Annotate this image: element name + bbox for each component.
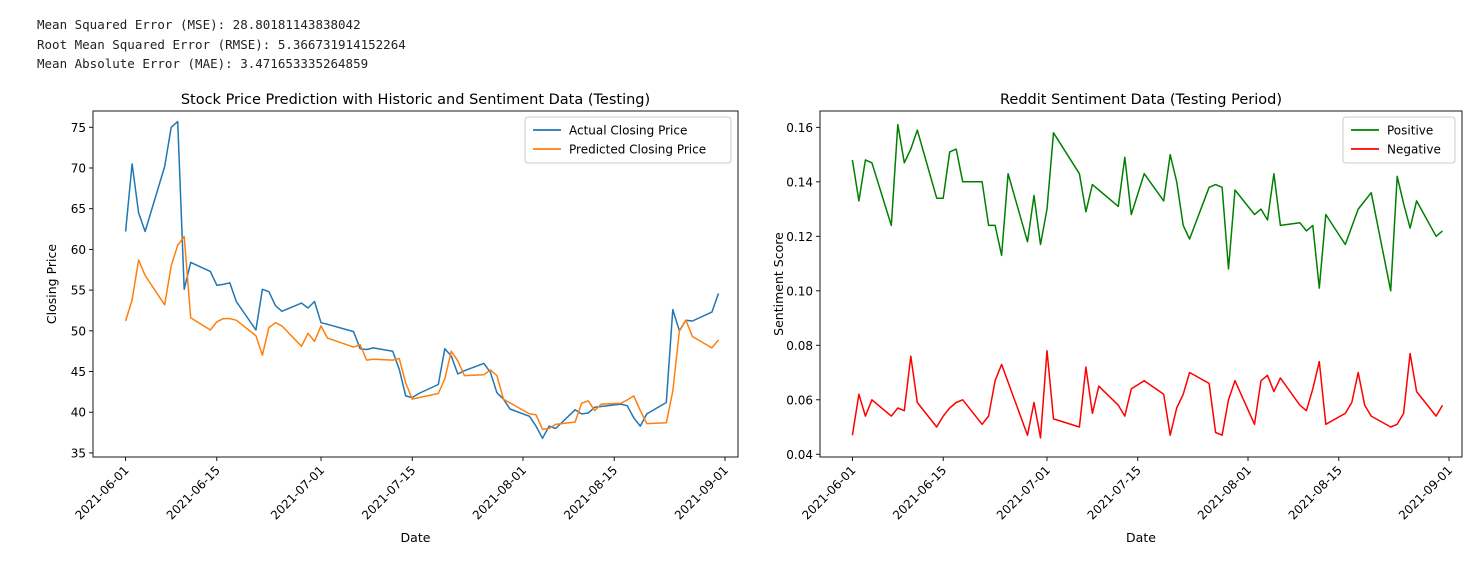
price-legend-box xyxy=(524,116,732,164)
price-y-tick-label: 65 xyxy=(71,202,86,216)
price-plot-frame xyxy=(92,110,739,458)
price-y-tick-label: 45 xyxy=(71,365,86,379)
price-x-axis-label: Date xyxy=(401,530,431,545)
sentiment-x-tick-label: 2021-08-01 xyxy=(1195,463,1254,522)
sentiment-y-tick-label: 0.16 xyxy=(786,121,813,135)
price-series-line-1 xyxy=(124,120,720,440)
price-legend: Actual Closing Price Predicted Closing Pr… xyxy=(524,116,732,164)
price-x-tick-label: 2021-08-01 xyxy=(470,463,529,522)
mse-text: Mean Squared Error (MSE): 28.80181143838… xyxy=(37,17,361,32)
sentiment-y-tick-label: 0.12 xyxy=(786,230,813,244)
price-x-tick-label: 2021-06-01 xyxy=(72,463,131,522)
price-x-tick-label: 2021-09-01 xyxy=(672,463,731,522)
sentiment-x-tick-label: 2021-06-15 xyxy=(890,463,949,522)
price-x-tick-label: 2021-08-15 xyxy=(561,463,620,522)
price-y-tick-label: 60 xyxy=(71,243,86,257)
price-y-tick-label: 40 xyxy=(71,406,86,420)
sentiment-x-tick-label: 2021-07-01 xyxy=(994,463,1053,522)
sentiment-x-tick-label: 2021-09-01 xyxy=(1396,463,1455,522)
price-legend-label-2: Predicted Closing Price xyxy=(569,143,706,157)
sentiment-y-tick-label: 0.10 xyxy=(786,284,813,298)
sentiment-legend-label-2: Negative xyxy=(1387,143,1441,157)
price-chart: Stock Price Prediction with Historic and… xyxy=(44,92,739,545)
price-y-tick-label: 50 xyxy=(71,324,86,338)
rmse-text: Root Mean Squared Error (RMSE): 5.366731… xyxy=(37,36,406,52)
sentiment-y-tick-label: 0.04 xyxy=(786,448,813,462)
sentiment-y-tick-label: 0.14 xyxy=(786,175,813,189)
price-y-tick-label: 70 xyxy=(71,161,86,175)
sentiment-plot-frame xyxy=(819,110,1463,458)
price-x-tick-label: 2021-07-01 xyxy=(268,463,327,522)
price-chart-title: Stock Price Prediction with Historic and… xyxy=(181,92,650,108)
price-series-line-2 xyxy=(124,235,720,431)
price-y-tick-label: 35 xyxy=(71,446,86,460)
price-legend-label-1: Actual Closing Price xyxy=(569,124,687,138)
price-y-axis-label: Closing Price xyxy=(44,244,59,324)
sentiment-legend: Positive Negative xyxy=(1342,116,1456,164)
sentiment-y-tick-label: 0.08 xyxy=(786,339,813,353)
sentiment-x-tick-label: 2021-08-15 xyxy=(1286,463,1345,522)
sentiment-y-tick-label: 0.06 xyxy=(786,393,813,407)
sentiment-chart: Reddit Sentiment Data (Testing Period) 0.… xyxy=(771,92,1463,545)
metrics-output: Mean Squared Error (MSE): 28.80181143838… xyxy=(37,15,406,74)
sentiment-chart-title: Reddit Sentiment Data (Testing Period) xyxy=(1000,92,1282,108)
sentiment-x-tick-label: 2021-06-01 xyxy=(799,463,858,522)
price-x-tick-label: 2021-06-15 xyxy=(164,463,223,522)
sentiment-series-line-2 xyxy=(851,349,1444,439)
sentiment-y-axis-label: Sentiment Score xyxy=(771,232,786,336)
price-y-tick-label: 75 xyxy=(71,121,86,135)
sentiment-x-axis-label: Date xyxy=(1126,530,1156,545)
price-y-tick-label: 55 xyxy=(71,284,86,298)
sentiment-series-line-1 xyxy=(851,123,1443,292)
price-x-tick-label: 2021-07-15 xyxy=(359,463,418,522)
sentiment-x-tick-label: 2021-07-15 xyxy=(1085,463,1144,522)
sentiment-legend-box xyxy=(1342,116,1456,164)
sentiment-legend-label-1: Positive xyxy=(1387,124,1433,138)
mae-text: Mean Absolute Error (MAE): 3.47165333526… xyxy=(37,56,369,71)
